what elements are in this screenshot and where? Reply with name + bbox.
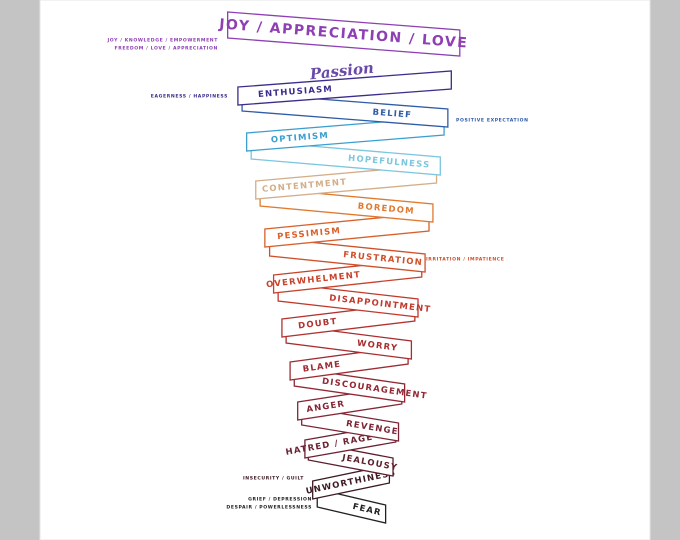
side-note: FREEDOM / LOVE / APPRECIATION xyxy=(115,46,218,52)
ribbon-band xyxy=(277,282,419,318)
ribbon-band xyxy=(245,116,445,152)
ribbon-band xyxy=(227,11,461,57)
side-note: JOY / KNOWLEDGE / EMPOWERMENT xyxy=(106,38,218,44)
side-note: INSECURITY / GUILT xyxy=(243,476,304,482)
level-label: DOUBT xyxy=(298,317,338,332)
ribbon-band xyxy=(255,164,438,200)
side-note: DESPAIR / POWERLESSNESS xyxy=(226,505,312,511)
level-label: BELIEF xyxy=(372,108,412,121)
side-note: EAGERNESS / HAPPINESS xyxy=(151,94,228,100)
side-note: POSITIVE EXPECTATION xyxy=(456,118,529,124)
ribbon-band xyxy=(316,488,387,524)
ribbon-band xyxy=(264,212,430,248)
ribbon-band xyxy=(250,140,441,176)
ribbon-band xyxy=(237,70,452,106)
poster-edge xyxy=(39,0,651,540)
side-note: IRRITATION / IMPATIENCE xyxy=(426,257,505,263)
side-note: GRIEF / DEPRESSION xyxy=(248,497,312,503)
ribbon-band xyxy=(268,237,426,273)
ribbon-band xyxy=(259,187,434,223)
level-label: OPTIMISM xyxy=(271,131,330,146)
